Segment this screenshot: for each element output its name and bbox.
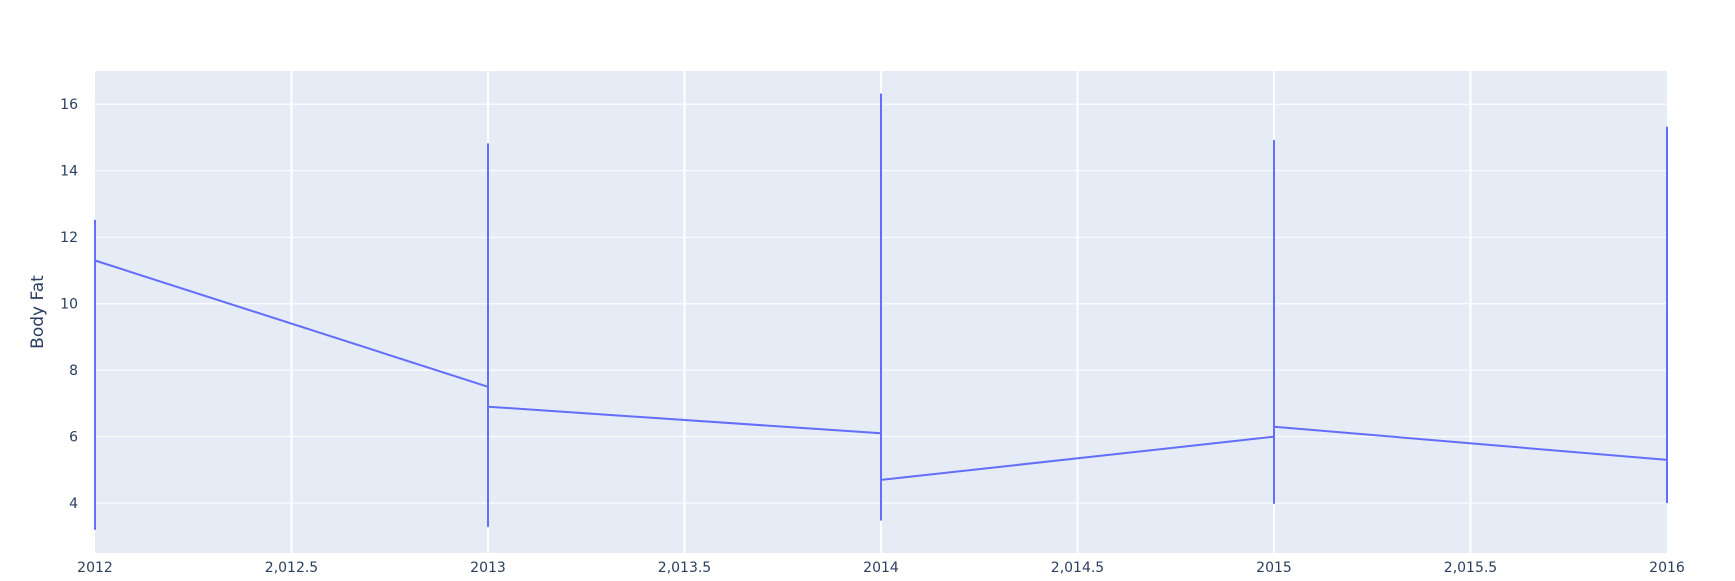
x-tick-label: 2,013.5 bbox=[658, 560, 711, 576]
y-tick-label: 16 bbox=[60, 97, 78, 113]
x-tick-label: 2016 bbox=[1649, 560, 1685, 576]
y-tick-label: 10 bbox=[60, 297, 78, 313]
x-tick-label: 2,015.5 bbox=[1444, 560, 1497, 576]
x-tick-label: 2015 bbox=[1256, 560, 1292, 576]
x-tick-label: 2,012.5 bbox=[265, 560, 318, 576]
x-tick-label: 2012 bbox=[77, 560, 113, 576]
y-tick-label: 6 bbox=[69, 430, 78, 446]
y-tick-label: 8 bbox=[69, 363, 78, 379]
y-tick-label: 4 bbox=[69, 496, 78, 512]
y-tick-label: 14 bbox=[60, 164, 78, 180]
x-tick-label: 2013 bbox=[470, 560, 506, 576]
x-axis-ticks: 2012 2,012.5 2013 2,013.5 2014 2,014.5 2015 2,0… bbox=[77, 560, 1685, 576]
y-tick-label: 12 bbox=[60, 230, 78, 246]
y-axis-title: Body Fat bbox=[28, 275, 48, 349]
x-tick-label: 2,014.5 bbox=[1051, 560, 1104, 576]
y-axis-ticks: 4 6 8 10 12 14 16 bbox=[60, 97, 78, 512]
x-tick-label: 2014 bbox=[863, 560, 899, 576]
